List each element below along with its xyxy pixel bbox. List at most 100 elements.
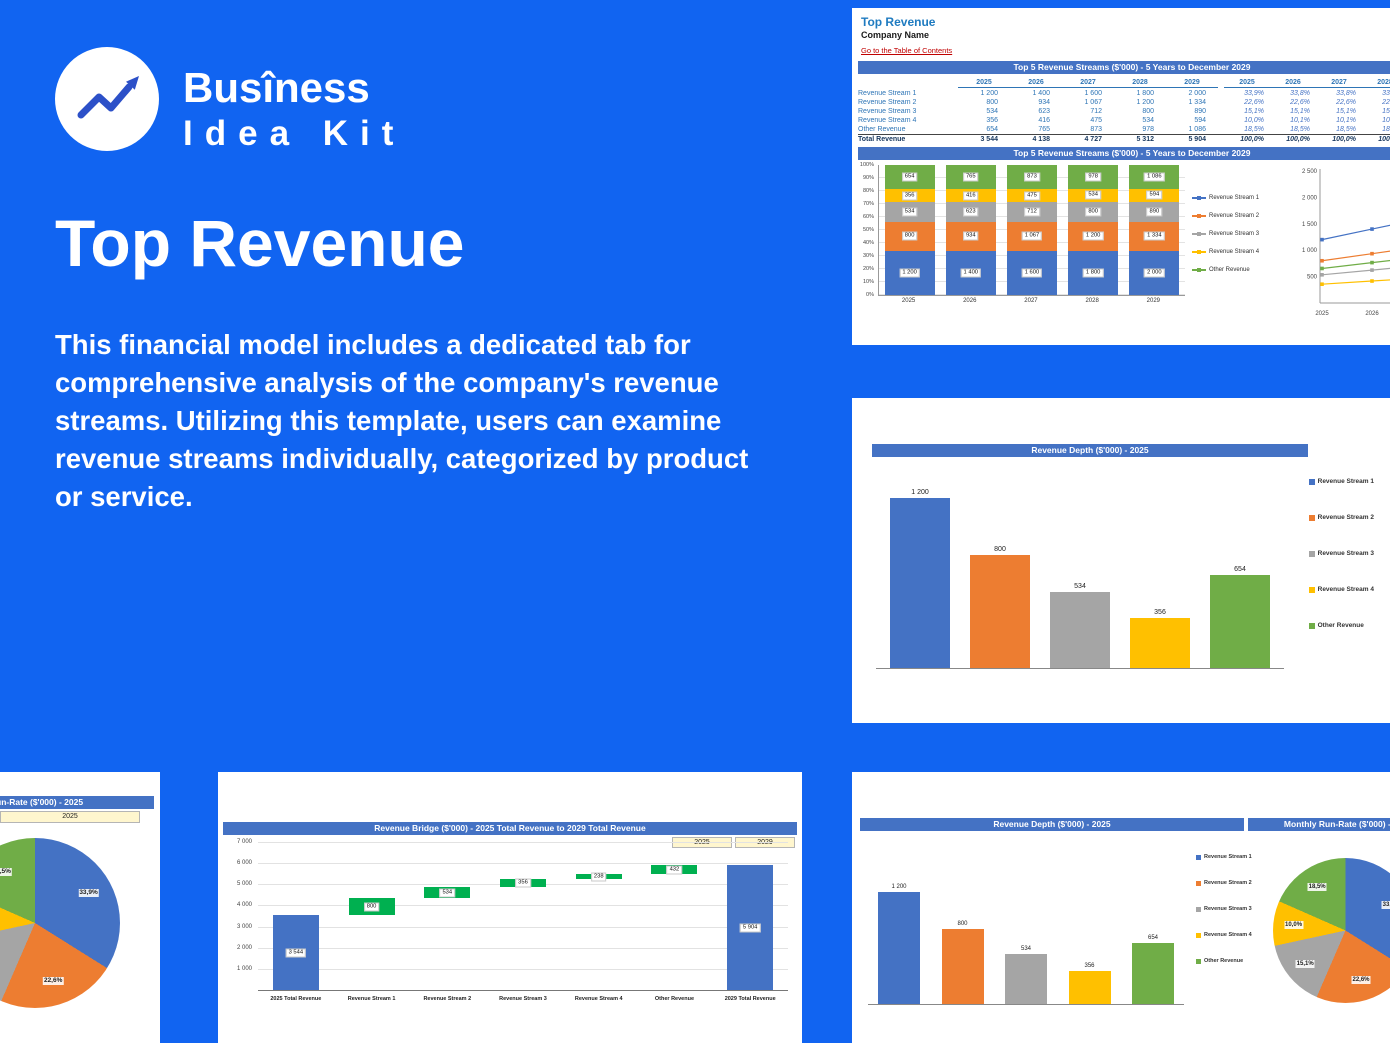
legend-item: Revenue Stream 4 xyxy=(1308,586,1374,593)
y-tick-label: 20% xyxy=(862,266,874,272)
segment-value-label: 712 xyxy=(1024,207,1040,217)
bar-segment: 765 xyxy=(945,165,996,190)
cell-percent: 10,0% xyxy=(1244,117,1264,124)
depth-legend: Revenue Stream 1 Revenue Stream 2 Revenue … xyxy=(1308,478,1374,629)
legend-label: Revenue Stream 3 xyxy=(1209,231,1260,237)
cell-percent: 33,8% xyxy=(1290,90,1310,97)
segment-value-label: 800 xyxy=(901,231,918,241)
cell-value: 934 xyxy=(1038,99,1050,106)
cell-value: 654 xyxy=(986,126,998,133)
cell-value: 1 200 xyxy=(1136,99,1154,106)
cell-percent: 22,6% xyxy=(1382,99,1390,106)
table-row: Revenue Stream 1 1 200 1 400 1 600 1 800 2 00… xyxy=(858,89,1390,98)
segment-value-label: 978 xyxy=(1085,172,1101,182)
segment-value-label: 475 xyxy=(1024,191,1040,201)
charts-row: 100% 90% 80% 70% 60% 50% 40% 30% 20% 10% 0% 654 356… xyxy=(852,162,1390,323)
legend-item: Revenue Stream 4 xyxy=(1192,249,1280,255)
legend-item: Revenue Stream 1 xyxy=(1308,478,1374,485)
legend-label: Revenue Stream 4 xyxy=(1204,932,1252,938)
y-tick-label: 60% xyxy=(862,214,874,220)
bar-group: 800 xyxy=(941,921,984,1004)
cell-percent: 22,6% xyxy=(1336,99,1356,106)
year-column-header: 2027 xyxy=(1062,78,1114,88)
x-tick-label: Revenue Stream 1 xyxy=(347,996,396,1002)
bar-group: 534 xyxy=(1050,583,1110,668)
year-selector-cell[interactable]: 2025 xyxy=(0,811,140,823)
segment-value-label: 934 xyxy=(962,231,979,241)
bar-segment: 594 xyxy=(1129,188,1180,202)
bar-group: 356 xyxy=(1130,609,1190,668)
cell-percent: 15,1% xyxy=(1382,108,1390,115)
cell-value: 5 312 xyxy=(1136,136,1154,143)
bar xyxy=(1210,575,1270,668)
x-tick-label: Revenue Stream 3 xyxy=(499,996,547,1002)
bar-value-label: 800 xyxy=(994,546,1006,553)
cell-percent: 10,1% xyxy=(1290,117,1310,124)
bar-value-label: 238 xyxy=(590,872,607,882)
waterfall-bar: 534 xyxy=(424,886,471,899)
bar-value-label: 5 904 xyxy=(739,923,761,933)
legend-item: Revenue Stream 3 xyxy=(1192,231,1280,237)
depth-and-runrate-panel: Revenue Depth ($'000) - 2025 Monthly Run… xyxy=(852,772,1390,1043)
legend-marker xyxy=(1192,268,1206,272)
legend-label: Revenue Stream 1 xyxy=(1204,854,1252,860)
cell-value: 534 xyxy=(986,108,998,115)
legend-item: Revenue Stream 3 xyxy=(1196,906,1252,912)
segment-value-label: 534 xyxy=(901,207,918,217)
cell-percent: 15,1% xyxy=(1290,108,1310,115)
segment-value-label: 1 067 xyxy=(1021,231,1043,241)
segment-value-label: 873 xyxy=(1024,172,1040,182)
waterfall-bar: 800 xyxy=(348,898,395,916)
bar-group: 654 xyxy=(1132,935,1174,1004)
x-tick-label: 2025 xyxy=(901,298,916,304)
stacked-bar-chart: 100% 90% 80% 70% 60% 50% 40% 30% 20% 10% 0% 654 356… xyxy=(852,162,1192,323)
legend-swatch xyxy=(1196,854,1201,860)
y-tick-label: 6 000 xyxy=(236,860,252,867)
cell-percent: 100,0% xyxy=(1378,136,1390,143)
legend-marker xyxy=(1192,232,1206,236)
cell-percent: 33,8% xyxy=(1382,90,1390,97)
cell-value: 890 xyxy=(1194,108,1206,115)
x-tick-label: 2026 xyxy=(963,298,977,304)
cell-value: 1 200 xyxy=(980,90,998,97)
y-tick-label: 3 000 xyxy=(236,923,252,930)
cell-percent: 15,1% xyxy=(1244,108,1264,115)
cell-percent: 18,5% xyxy=(1290,126,1310,133)
cell-value: 800 xyxy=(1142,108,1154,115)
bar-segment: 2 000 xyxy=(1129,250,1180,295)
year-column-header: 2029 xyxy=(1166,78,1218,88)
toc-link[interactable]: Go to the Table of Contents xyxy=(861,46,953,55)
sheet-header: Top Revenue Company Name Go to the Table… xyxy=(852,8,1390,58)
svg-text:2026: 2026 xyxy=(1365,311,1379,317)
legend-label: Revenue Stream 3 xyxy=(1317,550,1374,557)
slice-label: 18,5% xyxy=(1307,882,1327,891)
bar-segment: 534 xyxy=(884,202,935,222)
sheet-title: Top Revenue xyxy=(861,15,936,29)
bar-group: 356 xyxy=(1068,963,1111,1004)
revenue-table-header-bar: Top 5 Revenue Streams ($'000) - 5 Years … xyxy=(858,61,1390,74)
y-tick-label: 100% xyxy=(859,162,874,168)
bar-value-label: 654 xyxy=(1234,566,1246,573)
sheet-panel-top-revenue: Top Revenue Company Name Go to the Table… xyxy=(852,8,1390,345)
legend-swatch xyxy=(1308,622,1315,629)
segment-value-label: 1 600 xyxy=(1021,268,1043,278)
cell-percent: 33,8% xyxy=(1336,90,1356,97)
slice-label: 22,6% xyxy=(42,977,64,986)
y-tick-label: 7 000 xyxy=(236,839,252,845)
segment-value-label: 1 800 xyxy=(1082,268,1104,278)
cell-percent: 33,9% xyxy=(1244,90,1264,97)
slice-label: 33,9% xyxy=(1381,901,1390,910)
bar-segment: 1 600 xyxy=(1006,250,1057,295)
cell-value: 356 xyxy=(986,117,998,124)
bar xyxy=(878,892,920,1004)
y-tick-label: 90% xyxy=(862,175,874,181)
legend-item: Other Revenue xyxy=(1196,958,1252,964)
bar-group: 1 200 xyxy=(890,489,950,668)
cell-value: 978 xyxy=(1142,126,1154,133)
company-name: Company Name xyxy=(861,30,930,40)
percent-year-column-header: 2026 xyxy=(1270,78,1316,88)
cell-value: 475 xyxy=(1090,117,1102,124)
bar-value-label: 356 xyxy=(1154,609,1166,616)
bar xyxy=(1132,943,1174,1004)
segment-value-label: 356 xyxy=(901,191,918,200)
